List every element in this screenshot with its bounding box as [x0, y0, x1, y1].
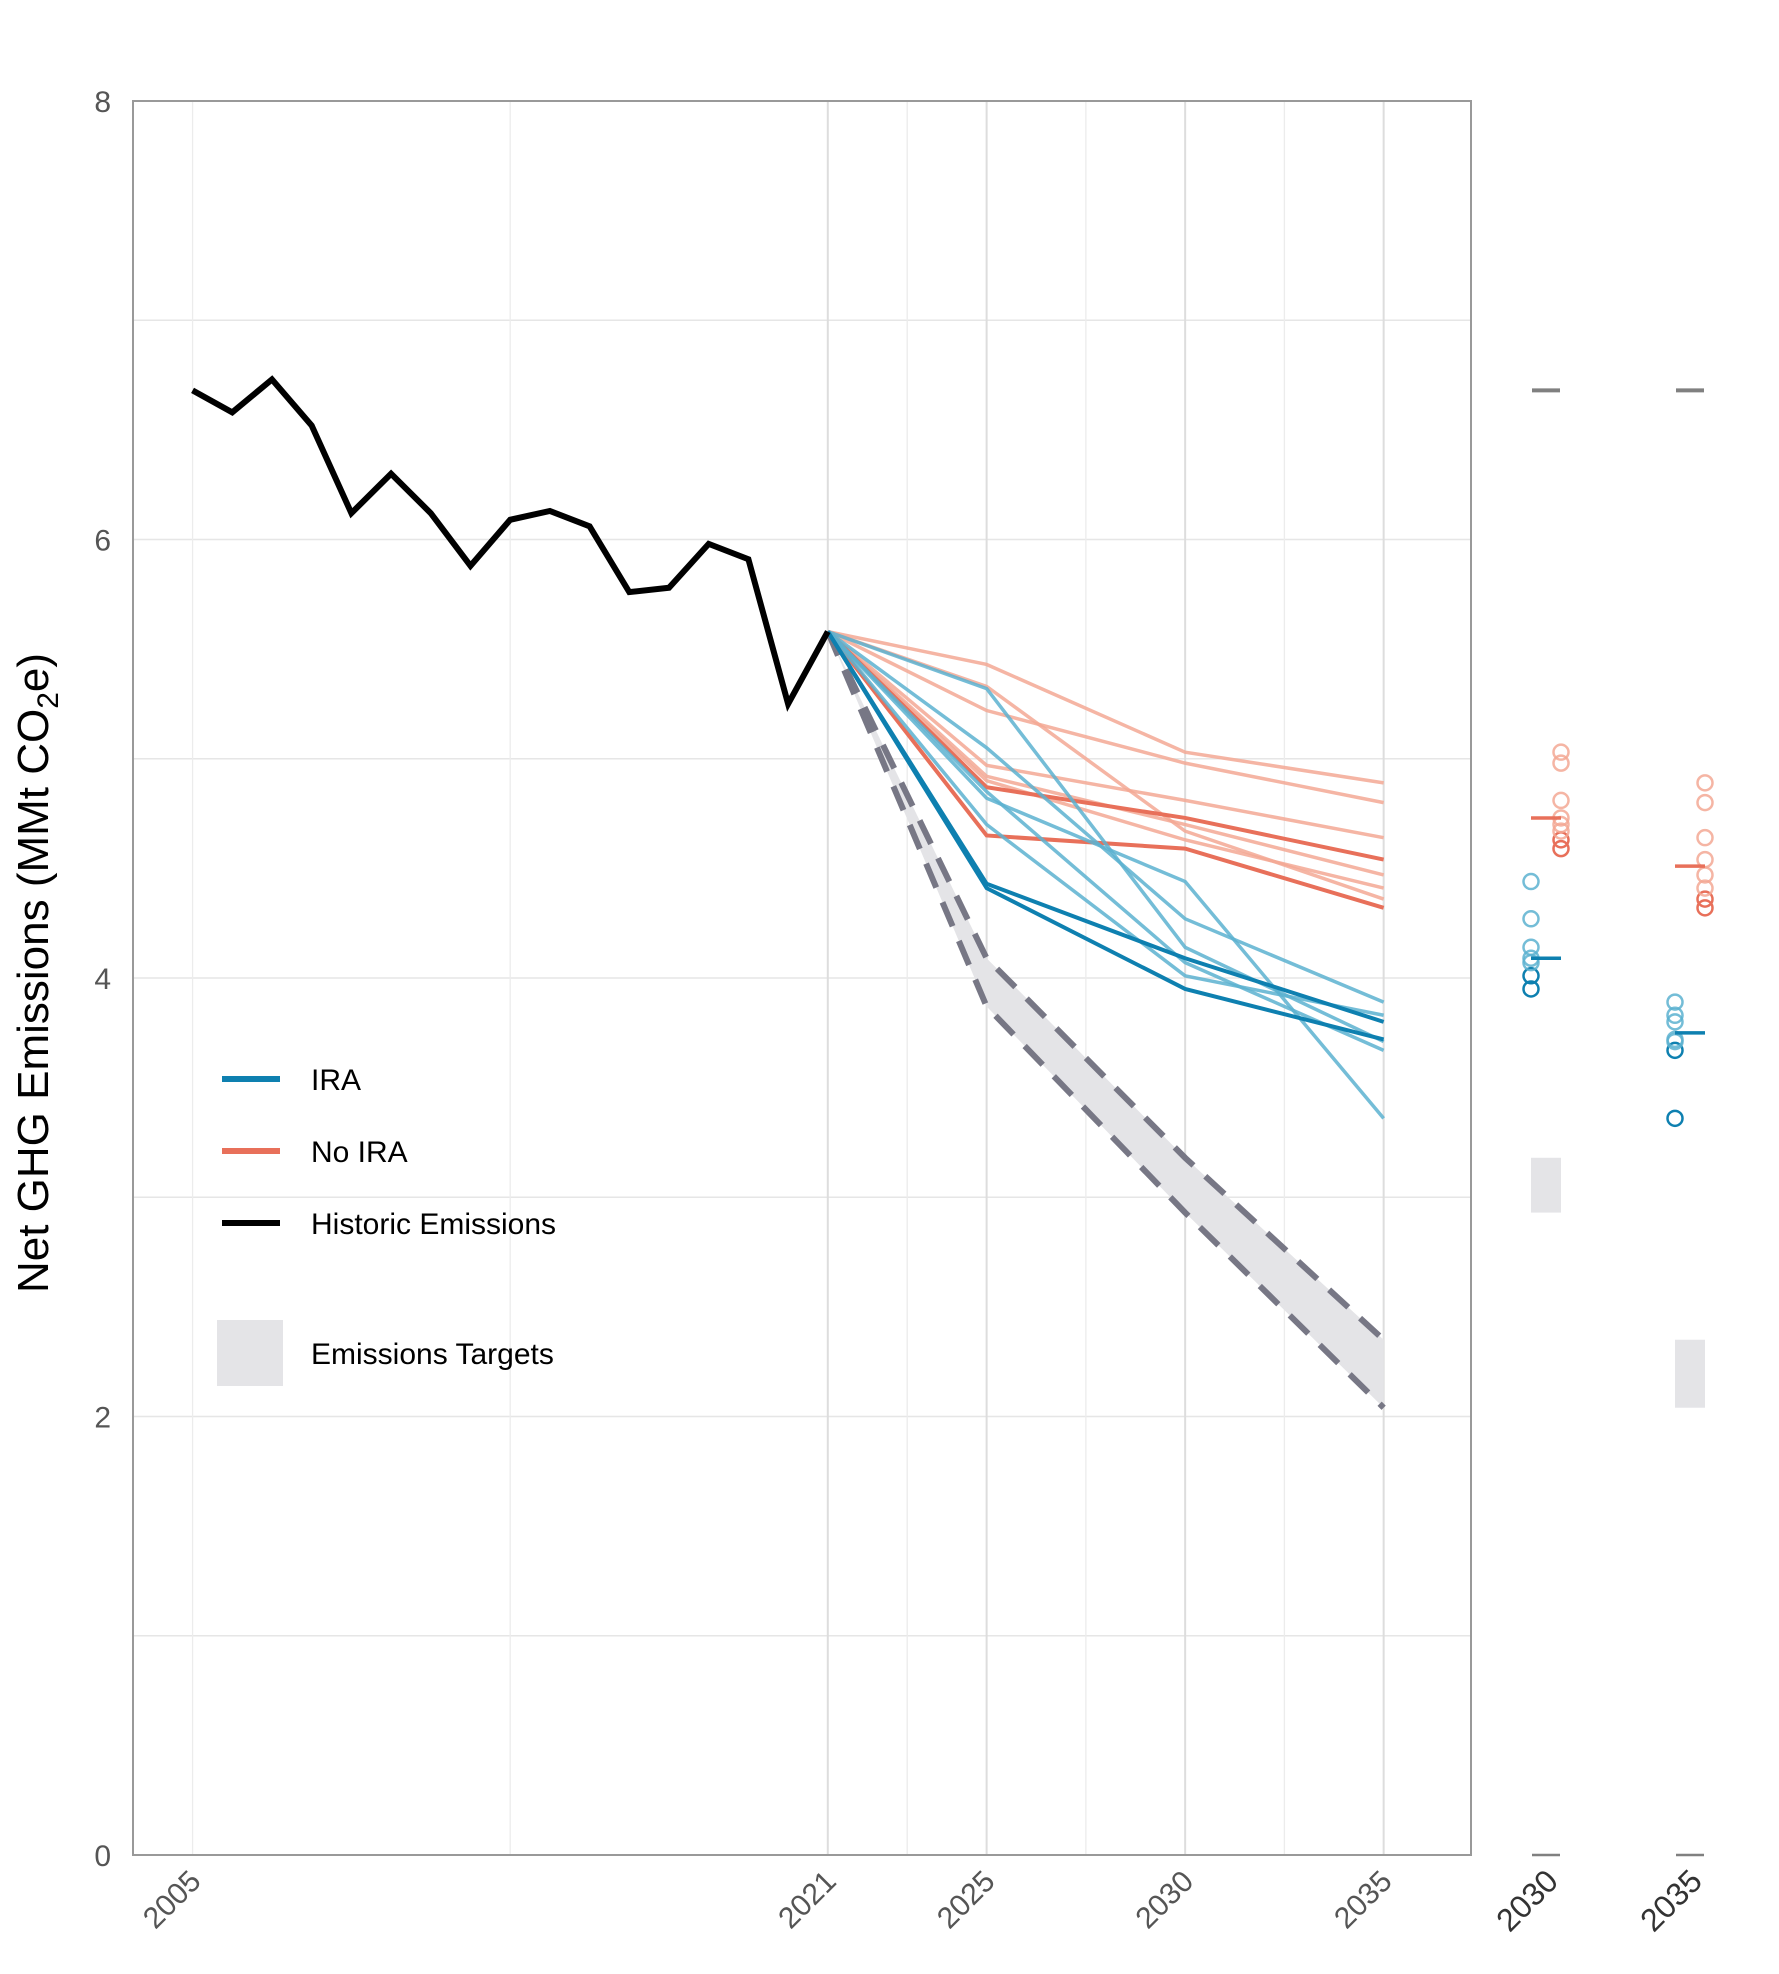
no-ira-scenario-line — [826, 630, 1385, 890]
target-range-box — [1675, 1339, 1705, 1408]
targets-band-upper-line — [825, 630, 1386, 1342]
ira-point — [1666, 1109, 1684, 1128]
ira-point — [1666, 993, 1684, 1011]
side-panel-tick-label: 2035 — [1633, 1862, 1709, 1938]
no-ira-point — [1696, 879, 1714, 897]
legend-label-ira: IRA — [311, 1064, 361, 1097]
y-axis-label-tail: e) — [9, 653, 58, 692]
grid-lines — [133, 101, 1471, 1855]
legend-label-targets: Emissions Targets — [311, 1338, 554, 1371]
y-axis-label-main: Net GHG Emissions (MMt CO — [9, 709, 58, 1293]
y-axis-label: Net GHG Emissions (MMt CO2e) — [9, 653, 65, 1293]
targets-band-lower-line — [825, 630, 1386, 1410]
ira-scenario-line — [826, 630, 1385, 1004]
plot-frame — [132, 100, 1472, 1856]
ira-scenario-line — [826, 630, 1385, 1120]
legend-label-no-ira: No IRA — [311, 1136, 408, 1169]
emissions-targets-band — [825, 630, 1386, 1410]
no-ira-scenario-line — [826, 630, 1385, 877]
side-panels: 2030 2035 — [1489, 388, 1714, 1938]
ira-scenario-line — [826, 630, 1385, 1052]
no-ira-point — [1696, 899, 1714, 917]
no-ira-scenario-line — [827, 629, 1384, 785]
no-ira-scenario-line — [827, 630, 1384, 805]
side-panel-tick-label: 2030 — [1489, 1862, 1565, 1938]
y-tick-label: 4 — [94, 963, 111, 996]
x-tick-label: 2035 — [1328, 1865, 1399, 1936]
side-panel-2030: 2030 — [1489, 388, 1570, 1938]
ira-scenario-line — [826, 630, 1385, 1042]
ira-point — [1522, 910, 1540, 928]
y-tick-label: 6 — [94, 525, 111, 558]
legend: IRA No IRA Historic Emissions Emissions … — [217, 1064, 556, 1386]
no-ira-scenario-line — [826, 630, 1384, 840]
y-axis-label-subscript: 2 — [32, 692, 65, 709]
ira-point — [1522, 872, 1540, 891]
no-ira-point — [1696, 774, 1714, 792]
no-ira-scenario-line — [826, 630, 1385, 910]
no-ira-point — [1552, 754, 1570, 772]
ira-point — [1522, 938, 1540, 957]
no-ira-point — [1552, 743, 1570, 761]
y-tick-label: 2 — [94, 1402, 111, 1435]
scenario-series — [191, 375, 1385, 1120]
no-ira-point — [1552, 822, 1570, 840]
ira-point — [1666, 1006, 1684, 1025]
no-ira-point — [1696, 828, 1714, 847]
legend-swatch-targets — [217, 1320, 283, 1386]
x-tick-label: 2025 — [931, 1865, 1002, 1936]
legend-label-historic: Historic Emissions — [311, 1208, 556, 1241]
x-tick-label: 2005 — [137, 1865, 208, 1936]
x-tick-label: 2030 — [1130, 1865, 1201, 1936]
ira-point — [1522, 980, 1540, 998]
y-tick-label: 0 — [94, 1840, 111, 1873]
ira-scenario-line — [826, 630, 1384, 1017]
ira-point — [1666, 1041, 1684, 1060]
ira-point — [1522, 967, 1540, 985]
no-ira-point — [1696, 890, 1714, 908]
historic-emissions-line — [191, 375, 831, 712]
x-tick-label: 2021 — [772, 1865, 843, 1936]
ira-point — [1666, 1013, 1684, 1031]
y-tick-label: 8 — [94, 86, 111, 119]
no-ira-point — [1552, 791, 1570, 810]
no-ira-point — [1552, 839, 1570, 858]
side-panel-2035: 2035 — [1633, 388, 1714, 1938]
no-ira-point — [1696, 793, 1714, 812]
target-range-box — [1531, 1157, 1561, 1213]
